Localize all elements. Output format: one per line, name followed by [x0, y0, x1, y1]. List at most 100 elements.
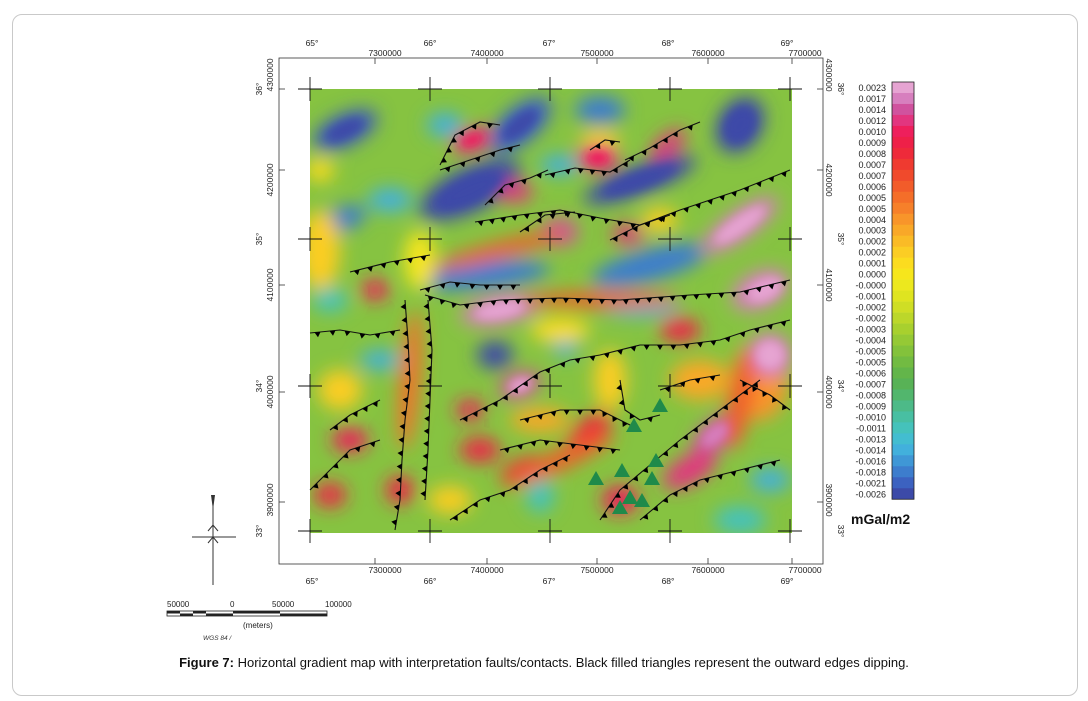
- legend-value: -0.0014: [855, 445, 886, 455]
- legend-swatch: [892, 136, 914, 149]
- legend-swatch: [892, 169, 914, 182]
- lon-label-top: 65°: [306, 38, 319, 48]
- map-neatline: [278, 57, 824, 565]
- legend-swatch: [892, 356, 914, 368]
- legend-value: -0.0002: [855, 303, 886, 313]
- legend-swatch: [892, 378, 914, 390]
- legend-swatch: [892, 246, 914, 258]
- legend-swatch: [892, 235, 914, 247]
- axis-labels: 65° 65° 66° 66° 67° 67° 68° 68° 69° 69° 7300000 730…: [254, 38, 846, 586]
- station-triangle: [648, 453, 664, 467]
- legend-swatch: [892, 92, 914, 105]
- legend-swatch: [892, 290, 914, 302]
- lat-label-right: 34°: [836, 380, 846, 393]
- station-triangle: [644, 471, 660, 485]
- legend-swatch: [892, 301, 914, 313]
- lat-label-right: 36°: [836, 83, 846, 96]
- legend-value: -0.0021: [855, 478, 886, 488]
- northing-label-left: 4200000: [265, 163, 275, 196]
- scale-label-mid: 50000: [272, 600, 295, 609]
- legend-value: -0.0008: [855, 390, 886, 400]
- lat-label-right: 35°: [836, 233, 846, 246]
- legend-value: -0.0016: [855, 456, 886, 466]
- legend-value: -0.0005: [855, 347, 886, 357]
- legend-value: -0.0006: [855, 368, 886, 378]
- legend-swatch: [892, 455, 914, 467]
- legend-swatch: [892, 213, 914, 226]
- scale-label-left: 50000: [167, 600, 190, 609]
- legend-value: -0.0009: [855, 401, 886, 411]
- northing-label-right: 3900000: [824, 483, 834, 516]
- caption-label: Figure 7:: [179, 655, 234, 670]
- legend-swatch: [892, 257, 914, 269]
- north-arrow-icon: [192, 495, 236, 585]
- scale-bar: 50000 0 50000 100000 (meters) WGS 84 /: [166, 600, 352, 642]
- legend-value: 0.0009: [858, 138, 886, 148]
- legend-swatch: [892, 334, 914, 346]
- easting-label-bottom: 7500000: [580, 565, 613, 575]
- easting-label-bottom: 7600000: [691, 565, 724, 575]
- station-triangle: [652, 398, 668, 412]
- scale-label-right: 100000: [325, 600, 352, 609]
- legend-swatch: [892, 411, 914, 423]
- color-legend: 0.00230.00170.00140.00120.00100.00090.00…: [855, 81, 915, 500]
- legend-value: 0.0001: [858, 259, 886, 269]
- legend-value: 0.0008: [858, 149, 886, 159]
- legend-value: 0.0004: [858, 215, 886, 225]
- legend-swatch: [892, 180, 914, 193]
- legend-value: 0.0012: [858, 116, 886, 126]
- caption-text: Horizontal gradient map with interpretat…: [233, 655, 909, 670]
- legend-swatch: [892, 125, 914, 138]
- legend-swatch: [892, 466, 914, 478]
- station-markers: [588, 398, 668, 514]
- easting-label-top: 7600000: [691, 48, 724, 58]
- northing-label-right: 4200000: [824, 163, 834, 196]
- legend-value: -0.0001: [855, 292, 886, 302]
- legend-value: 0.0023: [858, 83, 886, 93]
- legend-value: 0.0003: [858, 226, 886, 236]
- lon-label-top: 67°: [543, 38, 556, 48]
- legend-value: 0.0002: [858, 237, 886, 247]
- legend-swatch: [892, 268, 914, 280]
- lon-label-bottom: 66°: [424, 576, 437, 586]
- easting-label-bottom: 7300000: [368, 565, 401, 575]
- lon-label-bottom: 69°: [781, 576, 794, 586]
- legend-swatch: [892, 158, 914, 171]
- legend-value: 0.0005: [858, 193, 886, 203]
- lon-label-top: 68°: [662, 38, 675, 48]
- legend-value: -0.0003: [855, 325, 886, 335]
- lon-label-top: 66°: [424, 38, 437, 48]
- lon-label-bottom: 65°: [306, 576, 319, 586]
- legend-value: -0.0013: [855, 434, 886, 444]
- lon-label-bottom: 67°: [543, 576, 556, 586]
- legend-value: -0.0004: [855, 336, 886, 346]
- station-triangle: [626, 418, 642, 432]
- easting-label-top: 7500000: [580, 48, 613, 58]
- legend-swatch: [892, 312, 914, 324]
- legend-value: -0.0007: [855, 379, 886, 389]
- legend-value: -0.0010: [855, 412, 886, 422]
- lat-label-left: 34°: [254, 380, 264, 393]
- legend-value: -0.0018: [855, 467, 886, 477]
- legend-swatch: [892, 191, 914, 204]
- easting-label-bottom: 7700000: [788, 565, 821, 575]
- legend-value: 0.0010: [858, 127, 886, 137]
- station-triangle: [588, 471, 604, 485]
- legend-swatch: [892, 389, 914, 401]
- station-triangle: [622, 490, 638, 504]
- legend-swatch: [892, 147, 914, 160]
- legend-value: -0.0005: [855, 358, 886, 368]
- legend-swatch: [892, 433, 914, 445]
- legend-swatch: [892, 224, 914, 237]
- scale-label-zero: 0: [230, 600, 235, 609]
- legend-value: 0.0006: [858, 182, 886, 192]
- station-triangle: [614, 463, 630, 477]
- legend-value: 0.0000: [858, 270, 886, 280]
- legend-swatch: [892, 202, 914, 215]
- legend-value: 0.0017: [858, 94, 886, 104]
- easting-label-top: 7300000: [368, 48, 401, 58]
- legend-value: -0.0011: [856, 423, 886, 433]
- legend-swatch: [892, 323, 914, 335]
- lat-label-left: 33°: [254, 525, 264, 538]
- fault-lines: [309, 121, 791, 531]
